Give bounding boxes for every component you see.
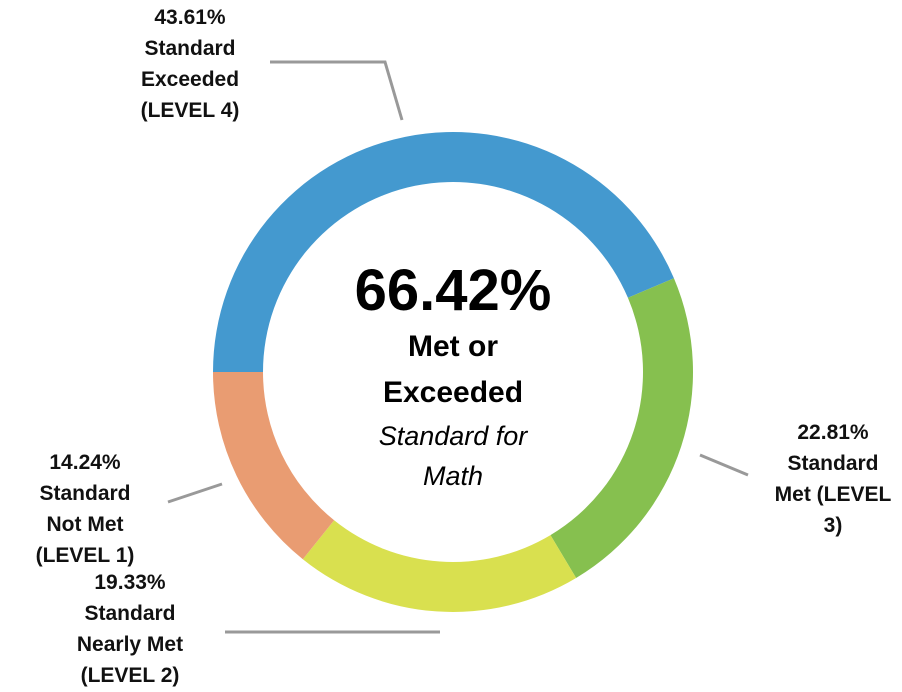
- value-label: 19.33%: [94, 571, 166, 594]
- label-group: 14.24% Standard Not Met (LEVEL 1): [20, 447, 150, 571]
- donut-segment: [550, 278, 693, 579]
- label-group: 22.81% Standard Met (LEVEL 3): [768, 417, 898, 541]
- donut-segment: [302, 520, 577, 612]
- category-label: Standard Not Met (LEVEL 1): [35, 482, 135, 567]
- category-label: Standard Met (LEVEL 3): [774, 452, 892, 537]
- label-group: 43.61% Standard Exceeded (LEVEL 4): [125, 2, 255, 126]
- donut-segment: [213, 131, 674, 372]
- leader-line: [270, 60, 404, 121]
- label-group: 19.33% Standard Nearly Met (LEVEL 2): [65, 567, 195, 691]
- center-sublabel: Standard for Math: [378, 421, 528, 491]
- center-label: Met or Exceeded: [382, 330, 524, 409]
- donut-segment: [213, 372, 335, 560]
- value-label: 43.61%: [154, 6, 226, 29]
- center-text: 66.42% Met or Exceeded Standard for Math: [333, 258, 573, 496]
- value-label: 14.24%: [49, 451, 121, 474]
- center-value: 66.42%: [354, 258, 552, 323]
- category-label: Standard Exceeded (LEVEL 4): [140, 37, 240, 122]
- leader-lines: [167, 60, 749, 634]
- leader-line: [699, 453, 749, 477]
- value-label: 22.81%: [797, 421, 869, 444]
- category-label: Standard Nearly Met (LEVEL 2): [76, 602, 184, 687]
- leader-line: [167, 482, 223, 504]
